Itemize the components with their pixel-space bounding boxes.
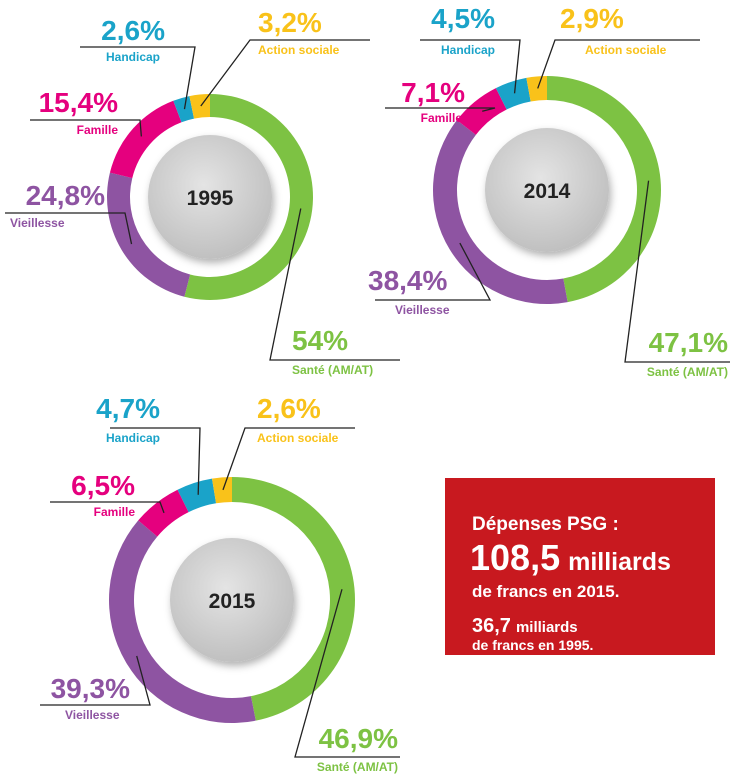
unit: milliards: [568, 548, 671, 576]
value-label: 2,9%: [560, 3, 624, 34]
donut-segment: [138, 489, 189, 537]
category-label: Action sociale: [585, 43, 667, 57]
value-label: 2,6%: [101, 15, 165, 46]
category-label: Santé (AM/AT): [317, 760, 398, 774]
charts: 54% Santé (AM/AT) 24,8% Vieillesse 15,4% Fami…: [5, 3, 730, 774]
category-label: Handicap: [441, 43, 495, 57]
value-label: 54%: [292, 325, 348, 356]
value-label: 2,6%: [257, 393, 321, 424]
leader-line: [5, 212, 133, 245]
leader-line: [200, 39, 370, 107]
donut-segment: [432, 120, 568, 305]
leader-line: [385, 107, 496, 112]
info-box: Dépenses PSG : 108,5 milliards de francs …: [445, 478, 715, 655]
center-label: 2015: [209, 590, 256, 613]
info-caption-2015: de francs en 2015.: [472, 582, 619, 601]
leader-line: [537, 39, 700, 89]
category-label: Famille: [421, 111, 463, 125]
center-label: 1995: [187, 187, 234, 210]
category-label: Action sociale: [258, 43, 340, 57]
leader-line: [269, 208, 400, 361]
donut-segment: [177, 478, 217, 513]
info-heading: Dépenses PSG :: [472, 514, 619, 535]
donut-segment: [232, 477, 355, 721]
value-label: 47,1%: [649, 327, 728, 358]
donut-chart: 46,9% Santé (AM/AT) 39,3% Vieillesse 6,5% Fam…: [40, 393, 400, 774]
leader-line: [50, 501, 165, 514]
donut-segment: [107, 172, 191, 297]
leader-line: [420, 39, 521, 94]
leader-line: [80, 46, 196, 110]
donut-segment: [456, 88, 507, 135]
leader-line: [294, 589, 400, 758]
value-label: 24,8%: [26, 180, 105, 211]
category-label: Vieillesse: [395, 303, 450, 317]
leader-line: [30, 119, 143, 137]
leader-line: [375, 242, 492, 301]
amount: 108,5: [470, 537, 560, 578]
donut-chart: 47,1% Santé (AM/AT) 38,4% Vieillesse 7,1% Fam…: [368, 3, 730, 379]
category-label: Santé (AM/AT): [647, 365, 728, 379]
leader-line: [222, 427, 355, 491]
category-label: Handicap: [106, 431, 160, 445]
donut-segment: [547, 76, 662, 303]
info-amount-1995: 36,7 milliards: [472, 615, 578, 637]
category-label: Handicap: [106, 50, 160, 64]
leader-line: [110, 427, 201, 495]
donut-segment: [184, 94, 313, 300]
leader-line: [40, 655, 151, 706]
value-label: 7,1%: [401, 77, 465, 108]
center-label: 2014: [524, 180, 571, 203]
donut-chart: 54% Santé (AM/AT) 24,8% Vieillesse 15,4% Fami…: [5, 7, 400, 377]
category-label: Famille: [94, 505, 136, 519]
amount: 36,7: [472, 615, 511, 637]
value-label: 46,9%: [319, 723, 398, 754]
donut-segment: [173, 96, 195, 123]
category-label: Vieillesse: [10, 216, 65, 230]
category-label: Action sociale: [257, 431, 339, 445]
category-label: Famille: [77, 123, 119, 137]
category-label: Vieillesse: [65, 708, 120, 722]
center-disc: [148, 135, 272, 259]
donut-segment: [526, 76, 547, 102]
center-disc: [170, 538, 294, 662]
value-label: 4,5%: [431, 3, 495, 34]
value-label: 39,3%: [51, 673, 130, 704]
donut-segment: [109, 520, 256, 723]
info-box-bg: [445, 478, 715, 655]
unit: milliards: [516, 619, 578, 636]
value-label: 6,5%: [71, 470, 135, 501]
value-label: 38,4%: [368, 265, 447, 296]
donut-segment: [495, 77, 531, 110]
value-label: 4,7%: [96, 393, 160, 424]
value-label: 15,4%: [39, 87, 118, 118]
donut-segment: [109, 100, 182, 179]
category-label: Santé (AM/AT): [292, 363, 373, 377]
info-amount-2015: 108,5 milliards: [470, 537, 671, 578]
donut-segment: [211, 477, 232, 504]
value-label: 3,2%: [258, 7, 322, 38]
info-caption-1995: de francs en 1995.: [472, 637, 593, 653]
leader-line: [624, 180, 730, 363]
center-disc: [485, 128, 609, 252]
